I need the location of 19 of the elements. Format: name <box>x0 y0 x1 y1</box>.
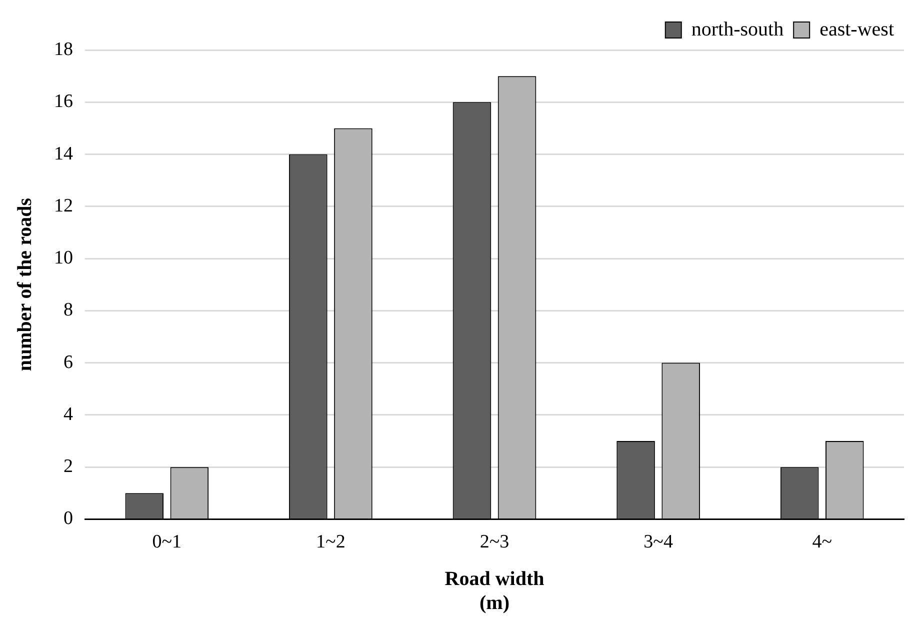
y-tick-label: 6 <box>64 352 73 373</box>
y-tick-label: 14 <box>54 143 74 164</box>
x-tick-label: 0~1 <box>152 532 182 553</box>
legend-label: east-west <box>820 18 894 40</box>
legend-label: north-south <box>691 18 784 40</box>
y-axis-title: number of the roads <box>14 198 36 372</box>
y-tick-label: 0 <box>64 508 73 530</box>
y-tick-label: 12 <box>54 195 73 216</box>
x-tick-label: 3~4 <box>644 532 674 553</box>
y-tick-label: 4 <box>64 404 74 425</box>
y-tick-label: 18 <box>54 38 73 60</box>
y-tick-label: 2 <box>64 456 73 478</box>
x-tick-label: 2~3 <box>480 532 510 553</box>
y-tick-label: 16 <box>54 91 73 112</box>
x-axis-title: Road width (m) <box>444 568 544 614</box>
y-tick-label: 10 <box>54 248 73 269</box>
x-tick-label: 4~ <box>812 532 832 553</box>
x-tick-label: 1~2 <box>316 532 346 553</box>
y-tick-label: 8 <box>64 300 73 321</box>
